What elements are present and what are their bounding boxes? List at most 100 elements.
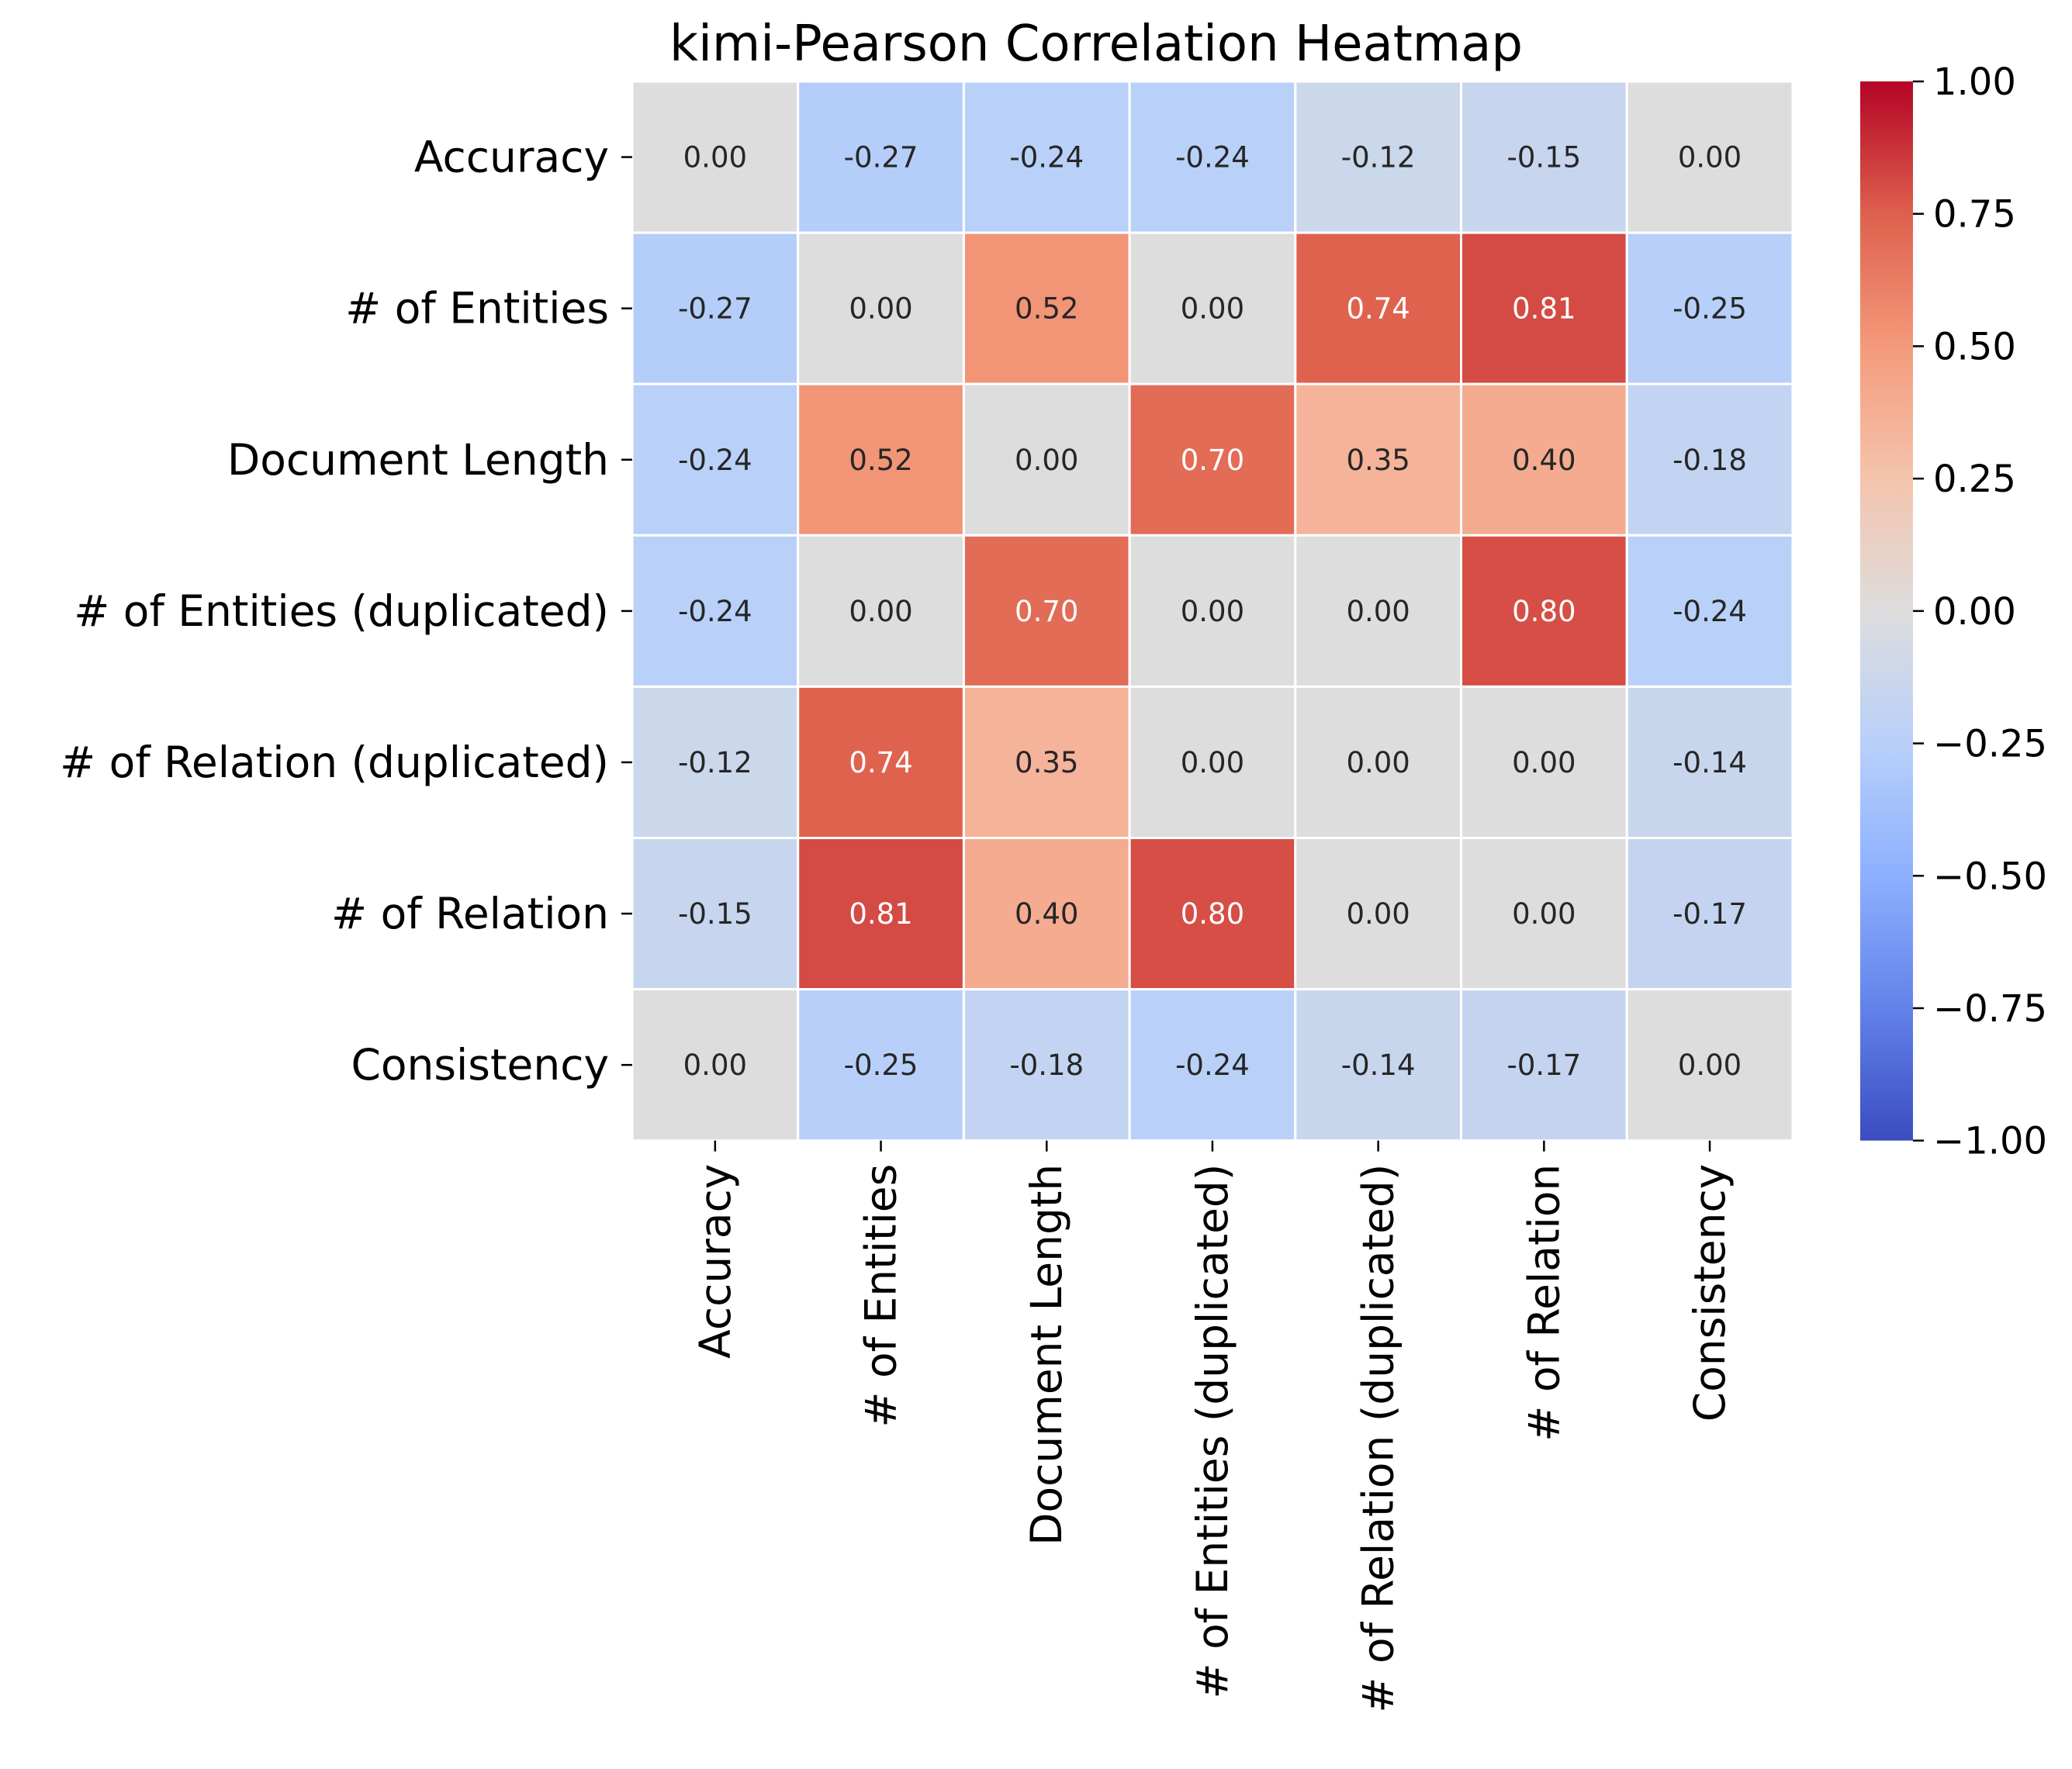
heatmap-cell xyxy=(631,80,800,234)
cell-value-label: 0.00 xyxy=(1512,746,1576,779)
cell-value-label: -0.24 xyxy=(1175,141,1250,174)
heatmap-cell xyxy=(631,685,800,840)
cell-value-label: 0.40 xyxy=(1015,897,1078,931)
cell-value-label: -0.17 xyxy=(1506,1049,1581,1082)
heatmap-cell xyxy=(1294,382,1463,537)
colorbar-tick-label: −0.50 xyxy=(1933,855,2047,898)
row-tick-labels: Accuracy # of Entities Document Length # of… xyxy=(60,133,632,1090)
cell-value-label: -0.27 xyxy=(678,292,752,326)
heatmap-cell xyxy=(797,837,965,991)
row-tick-label: # of Entities xyxy=(345,284,609,333)
cell-value-label: 0.00 xyxy=(683,1049,747,1082)
column-tick-label: # of Relation (duplicated) xyxy=(1354,1164,1403,1713)
heatmap-cell xyxy=(1625,382,1794,537)
cell-value-label: 0.00 xyxy=(1678,1049,1742,1082)
colorbar-tick-label: 0.75 xyxy=(1933,193,2016,237)
cell-value-label: -0.24 xyxy=(1672,595,1747,628)
column-tick-labels: Accuracy # of Entities Document Length # of… xyxy=(690,1140,1735,1713)
cell-value-label: 0.70 xyxy=(1181,444,1244,477)
cell-value-label: -0.24 xyxy=(678,595,752,628)
cell-value-label: -0.15 xyxy=(678,897,752,931)
colorbar-tick-label: −1.00 xyxy=(1933,1120,2047,1163)
colorbar-tick-label: −0.25 xyxy=(1933,723,2047,766)
cell-value-label: 0.00 xyxy=(1512,897,1576,931)
heatmap-cells: 0.00 -0.27 -0.24 -0.24 -0.12 -0.15 0.00 -0.27 0.… xyxy=(631,80,1794,1142)
row-tick-label: Accuracy xyxy=(414,133,609,182)
column-tick-label: # of Entities xyxy=(856,1164,906,1428)
column-tick-label: # of Entities (duplicated) xyxy=(1188,1164,1237,1699)
cell-value-label: -0.24 xyxy=(1175,1049,1250,1082)
heatmap-cell xyxy=(962,685,1131,840)
row-tick-label: # of Relation xyxy=(331,889,609,938)
cell-value-label: 0.74 xyxy=(1346,292,1410,326)
cell-value-label: 0.35 xyxy=(1015,746,1078,779)
cell-value-label: 0.00 xyxy=(1181,746,1244,779)
heatmap-cell xyxy=(1294,988,1463,1142)
row-tick-label: # of Relation (duplicated) xyxy=(60,738,609,787)
heatmap-cell xyxy=(1625,534,1794,688)
colorbar-tick-label: 0.00 xyxy=(1933,590,2016,634)
cell-value-label: 0.70 xyxy=(1015,595,1078,628)
cell-value-label: 0.81 xyxy=(849,897,912,931)
heatmap-cell xyxy=(1460,80,1628,234)
row-tick-label: Document Length xyxy=(227,435,609,485)
cell-value-label: 0.00 xyxy=(1346,595,1410,628)
cell-value-label: -0.14 xyxy=(1672,746,1747,779)
heatmap-cell xyxy=(1128,534,1297,688)
heatmap-cell xyxy=(631,988,800,1142)
cell-value-label: 0.80 xyxy=(1512,595,1576,628)
cell-value-label: 0.00 xyxy=(1015,444,1078,477)
cell-value-label: -0.24 xyxy=(678,444,752,477)
cell-value-label: 0.00 xyxy=(849,292,912,326)
column-tick-label: # of Relation xyxy=(1519,1164,1569,1442)
cell-value-label: -0.18 xyxy=(1009,1049,1084,1082)
cell-value-label: 0.52 xyxy=(1015,292,1078,326)
colorbar-gradient xyxy=(1860,81,1913,1141)
cell-value-label: -0.12 xyxy=(678,746,752,779)
heatmap-cell xyxy=(797,382,965,537)
heatmap-cell xyxy=(1294,231,1463,385)
column-tick-label: Accuracy xyxy=(690,1164,740,1359)
heatmap-cell xyxy=(1128,382,1297,537)
cell-value-label: -0.14 xyxy=(1341,1049,1416,1082)
heatmap-cell xyxy=(631,534,800,688)
cell-value-label: -0.24 xyxy=(1009,141,1084,174)
colorbar-tick-label: 0.50 xyxy=(1933,325,2016,368)
cell-value-label: -0.25 xyxy=(1672,292,1747,326)
colorbar-tick-label: 0.25 xyxy=(1933,458,2016,501)
heatmap-cell xyxy=(1460,382,1628,537)
heatmap-cell xyxy=(962,837,1131,991)
cell-value-label: -0.12 xyxy=(1341,141,1416,174)
cell-value-label: -0.25 xyxy=(844,1049,918,1082)
heatmap-cell xyxy=(1460,988,1628,1142)
heatmap-cell xyxy=(1294,837,1463,991)
heatmap-cell xyxy=(1128,80,1297,234)
cell-value-label: -0.17 xyxy=(1672,897,1747,931)
cell-value-label: 0.40 xyxy=(1512,444,1576,477)
heatmap-cell xyxy=(797,534,965,688)
colorbar-tick-label: −0.75 xyxy=(1933,987,2047,1031)
cell-value-label: 0.35 xyxy=(1346,444,1410,477)
cell-value-label: -0.27 xyxy=(844,141,918,174)
cell-value-label: 0.00 xyxy=(1346,746,1410,779)
heatmap-cell xyxy=(1460,534,1628,688)
heatmap-cell xyxy=(1625,837,1794,991)
column-tick-label: Document Length xyxy=(1022,1164,1071,1546)
heatmap-cell xyxy=(631,837,800,991)
cell-value-label: 0.00 xyxy=(683,141,747,174)
cell-value-label: 0.00 xyxy=(1181,595,1244,628)
cell-value-label: -0.15 xyxy=(1506,141,1581,174)
cell-value-label: 0.81 xyxy=(1512,292,1576,326)
heatmap-cell xyxy=(1128,837,1297,991)
cell-value-label: 0.80 xyxy=(1181,897,1244,931)
chart-title: kimi-Pearson Correlation Heatmap xyxy=(669,16,1523,73)
heatmap-cell xyxy=(962,231,1131,385)
heatmap-cell xyxy=(962,382,1131,537)
heatmap-cell xyxy=(962,80,1131,234)
colorbar: 1.00 0.75 0.50 0.25 0.00 −0.25 −0.50 −0.75 −1.00 xyxy=(1860,60,2047,1163)
cell-value-label: 0.74 xyxy=(849,746,912,779)
cell-value-label: 0.00 xyxy=(1181,292,1244,326)
cell-value-label: 0.52 xyxy=(849,444,912,477)
